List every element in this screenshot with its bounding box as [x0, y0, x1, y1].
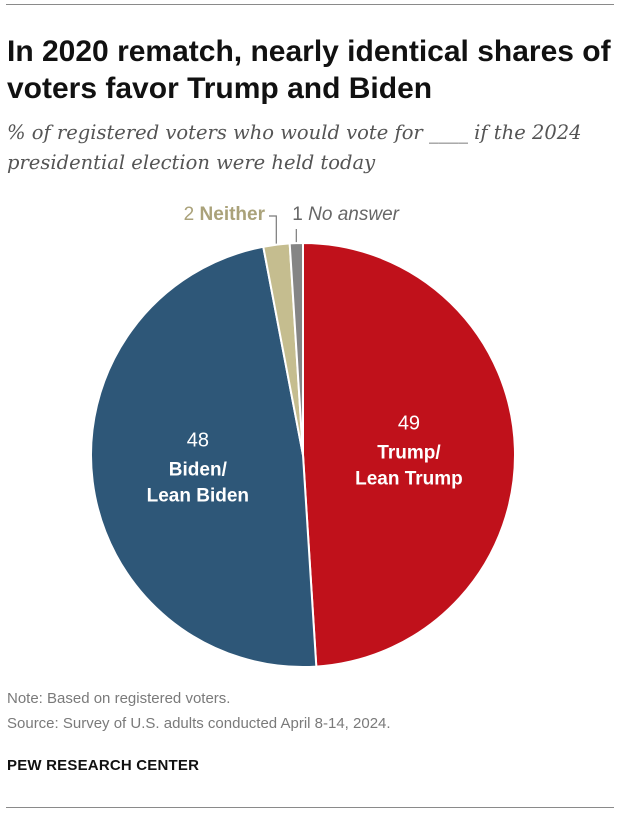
brand-logo-text: PEW RESEARCH CENTER: [7, 757, 200, 774]
pie-slice-no-answer: [288, 241, 304, 456]
pie-chart: 49 Trump/Lean Trump 48 Biden/Lean Biden 2 Ne…: [90, 204, 516, 668]
pie-slices: [90, 241, 516, 668]
leader-line-neither: [269, 215, 277, 244]
data-label-value-trump: 49: [398, 413, 420, 435]
chart-note: Note: Based on registered voters.: [7, 690, 231, 707]
bottom-rule: [6, 807, 614, 808]
pie-labels: 49 Trump/Lean Trump 48 Biden/Lean Biden 2 Ne…: [147, 204, 463, 506]
callout-label-neither: 2 Neither: [184, 204, 266, 225]
pie-slice-trump: [302, 241, 516, 668]
chart-title: In 2020 rematch, nearly identical shares…: [7, 35, 611, 105]
data-label-name-trump-line2: Lean Trump: [355, 469, 463, 490]
data-label-name-biden: Biden/: [169, 459, 228, 480]
top-rule: [6, 4, 614, 5]
callout-label-no-answer: 1 No answer: [292, 204, 399, 225]
chart-subtitle: % of registered voters who would vote fo…: [7, 121, 582, 174]
data-label-name-biden-line2: Lean Biden: [147, 485, 249, 506]
chart-source: Source: Survey of U.S. adults conducted …: [7, 715, 391, 732]
data-label-value-biden: 48: [187, 429, 209, 451]
data-label-name-trump: Trump/: [377, 443, 441, 464]
pie-slice-biden: [90, 245, 318, 668]
